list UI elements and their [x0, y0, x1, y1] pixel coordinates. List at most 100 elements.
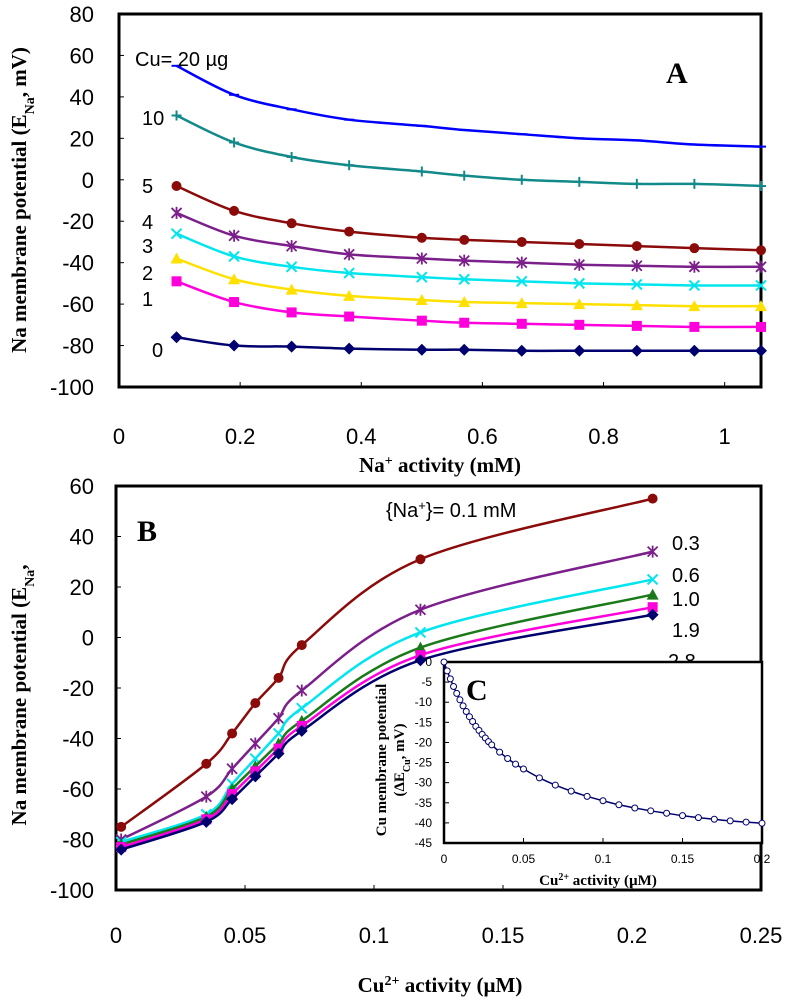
panel-c-y-axis-title-line1: Cu membrane potential — [374, 684, 390, 837]
data-point — [226, 762, 238, 775]
data-point — [414, 654, 427, 667]
panel-b-label: B — [137, 515, 157, 548]
data-point — [469, 718, 477, 726]
series-label: 1 — [142, 289, 153, 311]
data-point — [229, 137, 240, 148]
data-point — [646, 608, 659, 621]
data-point — [689, 321, 700, 332]
data-point — [285, 261, 298, 273]
panel-c-label: C — [466, 674, 488, 707]
data-point — [647, 545, 659, 558]
series-label: 3 — [142, 236, 153, 258]
x-tick-label: 0.6 — [467, 424, 498, 449]
y-tick-label: -40 — [62, 251, 94, 276]
y-tick-label: -15 — [415, 715, 433, 729]
data-point — [171, 110, 182, 121]
data-point — [631, 278, 643, 291]
y-tick-label: -100 — [50, 878, 94, 903]
panel-a-label: A — [666, 57, 688, 90]
y-tick-label: -20 — [415, 735, 433, 749]
data-point — [599, 797, 607, 805]
series-label: 0.6 — [672, 565, 700, 587]
panel-b-series — [115, 493, 659, 856]
data-point — [630, 344, 643, 357]
data-point — [512, 760, 520, 768]
data-point — [343, 342, 356, 355]
data-point — [647, 602, 658, 613]
data-point — [462, 707, 470, 715]
y-tick-label: -60 — [62, 777, 94, 802]
data-point — [229, 297, 240, 308]
data-point — [440, 658, 448, 666]
data-point — [416, 252, 428, 265]
data-point — [516, 236, 527, 247]
data-point — [458, 254, 470, 267]
series-c-0 — [440, 658, 766, 827]
data-point — [465, 713, 473, 721]
series-label: 10 — [142, 108, 164, 130]
data-point — [515, 297, 528, 309]
series-label: 1.0 — [672, 589, 700, 611]
series-a-4 — [170, 227, 767, 292]
data-point — [228, 273, 241, 285]
panel-a: 0 0.2 0.4 0.6 0.8 1-100-80-60-40-20020406080 … — [7, 2, 767, 477]
y-tick-label: 60 — [70, 474, 94, 499]
data-point — [583, 792, 591, 800]
data-point — [285, 240, 298, 253]
data-point — [272, 727, 285, 740]
data-point — [228, 339, 241, 352]
data-point — [574, 176, 585, 187]
data-point — [646, 573, 659, 586]
data-point — [415, 293, 428, 305]
panel-b-legend-title: {Na+}= 0.1 mM — [386, 498, 516, 523]
data-point — [573, 258, 585, 271]
data-point — [631, 804, 639, 812]
data-point — [646, 588, 659, 600]
x-tick-label: 0.2 — [617, 923, 648, 948]
data-point — [689, 178, 700, 189]
data-point — [456, 696, 464, 704]
data-point — [249, 737, 261, 750]
data-point — [229, 205, 240, 216]
x-tick-label: 0.05 — [512, 852, 536, 866]
y-tick-label: 20 — [70, 575, 94, 600]
y-tick-label: -80 — [62, 334, 94, 359]
data-point — [286, 218, 297, 229]
series-label: 4 — [142, 212, 153, 234]
series-label: 1.9 — [672, 620, 700, 642]
data-point — [496, 748, 504, 756]
data-point — [295, 724, 308, 737]
data-point — [344, 160, 355, 171]
series-label: 0 — [152, 340, 163, 362]
data-point — [574, 319, 585, 330]
data-point — [631, 259, 643, 272]
data-point — [343, 267, 355, 279]
data-point — [458, 296, 471, 308]
data-point — [551, 781, 559, 789]
data-point — [171, 276, 182, 287]
x-tick-label: 0.15 — [482, 923, 525, 948]
data-point — [459, 317, 470, 328]
panel-a-y-axis-title: Na membrane potential (ENa, mV) — [7, 47, 38, 353]
y-tick-label: 40 — [70, 85, 94, 110]
data-point — [688, 300, 701, 312]
data-point — [459, 702, 467, 710]
data-point — [631, 320, 642, 331]
data-point — [115, 843, 128, 856]
series-b-0 — [116, 493, 658, 832]
series-b-1 — [115, 545, 659, 846]
x-tick-label: 0.8 — [588, 424, 619, 449]
data-point — [688, 260, 701, 273]
data-point — [631, 241, 642, 252]
data-point — [504, 755, 512, 763]
data-point — [343, 289, 356, 301]
y-tick-label: -80 — [62, 828, 94, 853]
data-point — [416, 166, 427, 177]
data-point — [227, 728, 238, 739]
panel-c-ticks: 0 0.05 0.1 0.15 0.2 -45 -40 -35 -30 -25 -20 -15 -10 -… — [415, 655, 771, 866]
series-a-7 — [170, 331, 767, 357]
data-point — [459, 170, 470, 181]
